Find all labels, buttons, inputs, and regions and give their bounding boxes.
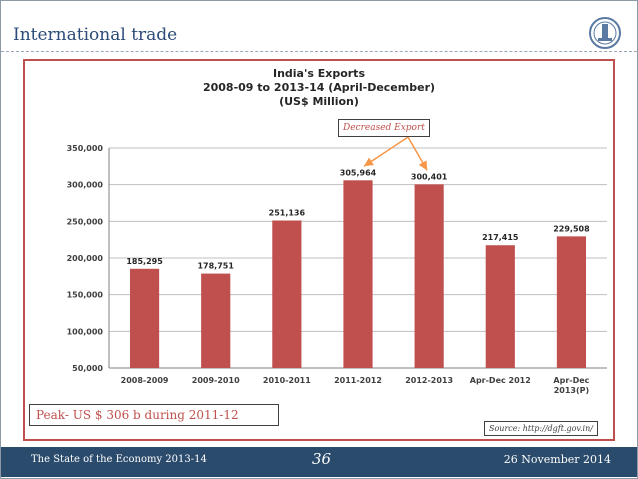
annotation-arrow	[407, 136, 428, 171]
annotation-arrow	[363, 136, 409, 167]
emblem-logo-icon	[589, 17, 621, 49]
x-tick-label: Apr-Dec	[553, 376, 589, 385]
bar	[129, 268, 160, 368]
y-tick-label: 200,000	[67, 254, 104, 263]
chart-title-line-2: 2008-09 to 2013-14 (April-December)	[202, 81, 436, 94]
x-tick-label: 2009-2010	[192, 376, 240, 385]
y-tick-label: 100,000	[67, 327, 104, 336]
bar	[201, 273, 231, 368]
bar	[414, 184, 444, 368]
data-label: 251,136	[269, 209, 306, 218]
y-tick-label: 300,000	[67, 181, 104, 190]
x-tick-label: 2013(P)	[554, 386, 589, 395]
bar	[272, 220, 302, 368]
y-tick-label: 350,000	[67, 144, 104, 153]
bar	[556, 236, 587, 368]
y-tick-label: 250,000	[67, 217, 104, 226]
data-label: 217,415	[482, 233, 519, 242]
slide-header: International trade	[1, 1, 637, 51]
x-tick-label: Apr-Dec 2012	[470, 376, 531, 385]
footer-date: 26 November 2014	[503, 453, 611, 466]
data-label: 229,508	[553, 224, 590, 233]
header-divider	[1, 51, 637, 52]
x-tick-label: 2012-2013	[405, 376, 453, 385]
data-label: 300,401	[411, 172, 448, 181]
y-tick-label: 50,000	[72, 364, 103, 373]
data-label: 305,964	[340, 168, 377, 177]
bar-chart-plot: 50,000 100,000 150,000 200,000 250,000 300,00…	[67, 136, 607, 395]
chart-frame: India's Exports 2008-09 to 2013-14 (Apri…	[23, 59, 615, 441]
bar	[485, 245, 515, 368]
x-tick-label: 2010-2011	[263, 376, 311, 385]
peak-note: Peak- US $ 306 b during 2011-12	[29, 404, 279, 426]
y-tick-label: 150,000	[67, 291, 104, 300]
slide-title: International trade	[13, 25, 178, 45]
chart-title-line-3: (US$ Million)	[279, 95, 359, 108]
chart-title-line-1: India's Exports	[272, 67, 365, 80]
bar	[343, 180, 373, 368]
footer-deck-title: The State of the Economy 2013-14	[31, 454, 207, 465]
source-note: Source: http://dgft.gov.in/	[484, 421, 598, 436]
slide-footer: The State of the Economy 2013-14 36 26 N…	[1, 447, 637, 477]
data-label: 178,751	[197, 262, 234, 271]
data-label: 185,295	[126, 257, 163, 266]
x-tick-label: 2011-2012	[334, 376, 382, 385]
decreased-export-callout: Decreased Export	[338, 119, 430, 137]
x-tick-label: 2008-2009	[121, 376, 169, 385]
slide-number: 36	[312, 450, 332, 468]
